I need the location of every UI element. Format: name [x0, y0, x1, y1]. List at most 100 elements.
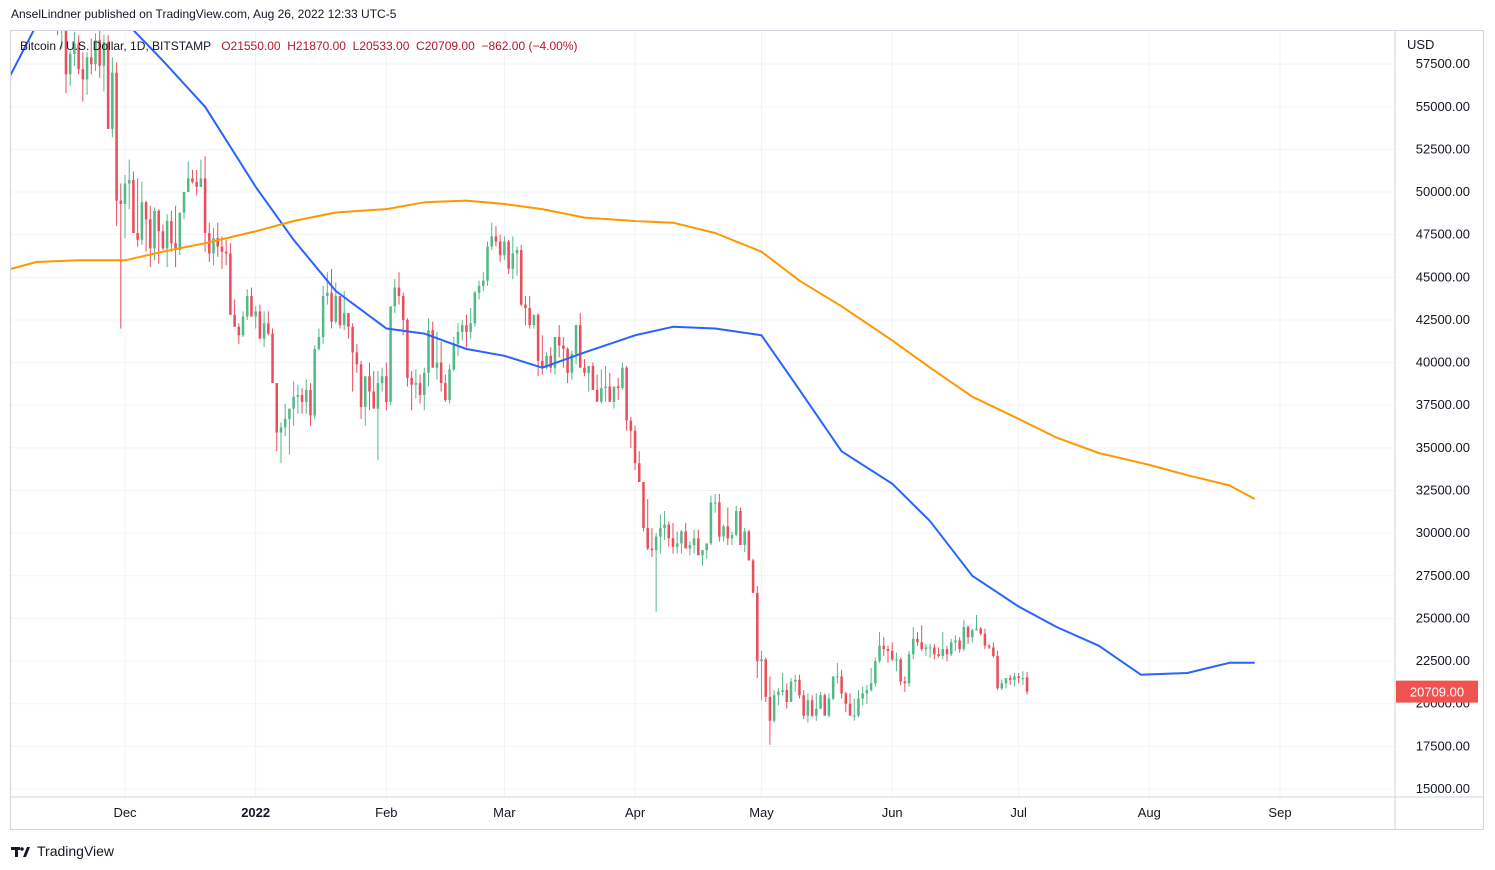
candle-body: [195, 181, 198, 187]
y-tick-label: 25000.00: [1416, 610, 1470, 625]
candle-body: [937, 654, 940, 656]
x-tick-label: Apr: [625, 805, 646, 820]
candle-body: [528, 308, 531, 326]
candle-body: [600, 388, 603, 402]
candle-body: [566, 348, 569, 373]
candle-body: [802, 695, 805, 716]
candle-body: [920, 642, 923, 650]
symbol-legend: Bitcoin / U.S. Dollar, 1D, BITSTAMP O215…: [20, 39, 578, 53]
y-tick-label: 30000.00: [1416, 525, 1470, 540]
candle-body: [376, 383, 380, 409]
candle-body: [250, 296, 253, 317]
candle-body: [574, 325, 578, 355]
last-price-label: 20709.00: [1410, 685, 1464, 700]
candle-body: [941, 649, 945, 656]
candle-body: [865, 690, 869, 694]
candle-body: [220, 246, 224, 252]
candle-body: [212, 238, 215, 254]
candle-body: [844, 693, 848, 704]
candle-body: [85, 57, 89, 80]
legend-close: C20709.00: [416, 39, 475, 53]
candle-body: [583, 367, 586, 373]
axis-labels: 57500.00 55000.00 52500.00 50000.00 47500.00…: [113, 37, 1478, 820]
candle-body: [414, 383, 418, 385]
candle-body: [697, 538, 700, 556]
candle-body: [410, 377, 413, 385]
candle-body: [245, 296, 249, 317]
candle-body: [149, 219, 152, 249]
candle-body: [886, 649, 890, 651]
candle-body: [899, 659, 902, 682]
candle-body: [444, 383, 447, 401]
candle-body: [810, 700, 814, 716]
candle-body: [338, 296, 342, 326]
candle-body: [852, 715, 856, 717]
candle-body: [718, 502, 721, 537]
candle-body: [283, 418, 287, 428]
candle-body: [781, 690, 784, 692]
candle-body: [806, 700, 810, 716]
candle-body: [161, 231, 165, 249]
candle-body: [524, 304, 527, 309]
candle-body: [612, 386, 616, 402]
moving-average-fast: [11, 31, 1255, 676]
candle-body: [182, 192, 186, 213]
candle-body: [503, 241, 506, 256]
candle-body: [94, 40, 97, 65]
candle-body: [279, 427, 283, 433]
candle-body: [962, 626, 966, 650]
candle-body: [68, 53, 72, 75]
candle-body: [608, 386, 612, 402]
candle-body: [747, 531, 751, 561]
candle-body: [452, 343, 456, 370]
candle-body: [102, 41, 106, 66]
x-tick-label: Jul: [1010, 805, 1027, 820]
candle-body: [675, 543, 679, 547]
candle-body: [840, 676, 843, 694]
candle-body: [836, 676, 839, 678]
candle-body: [267, 323, 270, 334]
candle-body: [945, 649, 949, 655]
tradingview-logo-icon: [11, 847, 30, 857]
candle-body: [174, 243, 177, 251]
y-tick-label: 57500.00: [1416, 56, 1470, 71]
candle-body: [671, 538, 675, 547]
candle-body: [132, 180, 135, 233]
candle-body: [254, 311, 257, 317]
tradingview-brand[interactable]: TradingView: [11, 843, 114, 859]
candle-body: [275, 383, 279, 433]
candle-body: [549, 355, 553, 368]
x-tick-label: Aug: [1138, 805, 1161, 820]
candle-body: [798, 679, 801, 696]
candle-body: [241, 316, 245, 336]
candle-body: [326, 292, 329, 297]
legend-symbol: Bitcoin / U.S. Dollar, 1D, BITSTAMP: [20, 39, 212, 53]
candle-body: [629, 420, 633, 431]
candle-body: [153, 210, 156, 249]
candle-body: [456, 331, 460, 344]
candle-body: [439, 362, 443, 384]
candle-body: [777, 691, 780, 696]
candle-body: [954, 640, 957, 643]
candle-body: [355, 352, 359, 365]
x-tick-label: Sep: [1268, 805, 1291, 820]
candle-body: [61, 11, 64, 14]
candle-body: [519, 250, 523, 305]
candle-body: [654, 536, 658, 551]
candle-body: [393, 287, 397, 307]
candle-body: [165, 221, 169, 249]
candle-body: [545, 355, 548, 368]
candle-body: [368, 376, 371, 392]
moving-average-slow: [11, 199, 1256, 500]
candle-body: [570, 354, 574, 373]
candle-body: [709, 502, 713, 544]
candle-body: [330, 292, 333, 322]
candle-body: [739, 510, 742, 546]
candle-body: [178, 212, 182, 251]
legend-open: O21550.00: [221, 39, 281, 53]
candle-body: [490, 236, 493, 247]
candle-body: [73, 43, 76, 54]
candle-body: [111, 72, 114, 129]
candle-body: [1021, 678, 1025, 680]
